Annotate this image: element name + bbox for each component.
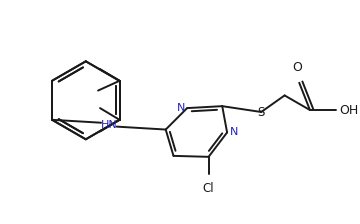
Text: Cl: Cl [203,182,215,195]
Text: N: N [177,103,185,113]
Text: S: S [257,106,265,118]
Text: N: N [230,127,238,138]
Text: OH: OH [339,103,359,116]
Text: O: O [292,61,302,74]
Text: HN: HN [100,120,117,130]
